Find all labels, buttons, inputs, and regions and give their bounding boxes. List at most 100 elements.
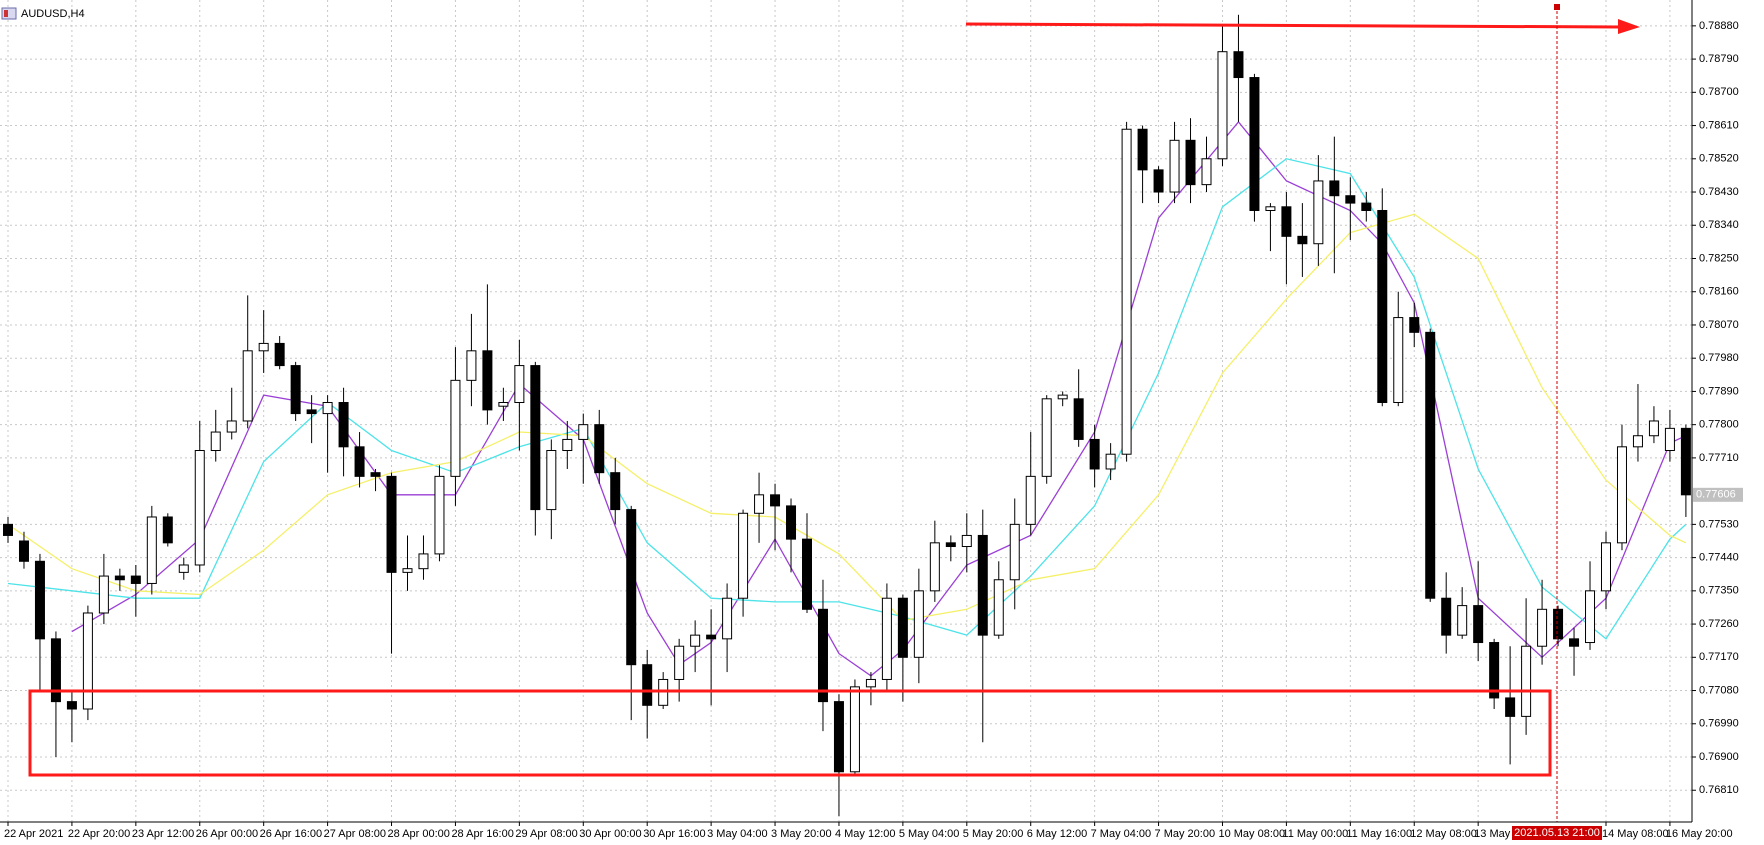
candle-body <box>290 365 301 415</box>
candle-body <box>722 597 733 640</box>
candle-body <box>1313 180 1324 245</box>
x-tick-label: 23 Apr 12:00 <box>132 828 194 840</box>
candle-body <box>386 475 397 573</box>
candle-body <box>1233 51 1244 79</box>
crosshair-label-box <box>1512 826 1602 840</box>
candle-body <box>881 597 892 680</box>
x-tick-label: 29 Apr 08:00 <box>515 828 577 840</box>
candle-body <box>1121 128 1132 455</box>
y-tick-label: 0.76810 <box>1699 784 1739 796</box>
candle-body <box>802 538 812 610</box>
candle-body <box>1185 139 1196 186</box>
x-tick-label: 3 May 04:00 <box>707 828 768 840</box>
x-tick-label: 7 May 20:00 <box>1155 828 1216 840</box>
candle-body <box>546 450 557 511</box>
candle-body <box>66 701 77 710</box>
candle-body <box>274 342 285 367</box>
candle-body <box>434 475 445 555</box>
x-tick-label: 26 Apr 16:00 <box>260 828 322 840</box>
candle-body <box>258 342 269 352</box>
candle-body <box>1009 523 1020 581</box>
x-tick-label: 5 May 04:00 <box>899 828 960 840</box>
candle-body <box>626 509 637 666</box>
x-tick-label: 16 May 20:00 <box>1666 828 1733 840</box>
candle-body <box>1537 608 1548 647</box>
x-tick-label: 28 Apr 00:00 <box>388 828 450 840</box>
candle-body <box>194 450 205 566</box>
candle-body <box>738 512 749 599</box>
candle-body <box>578 424 589 440</box>
y-tick-label: 0.77350 <box>1699 585 1739 597</box>
chart-title: AUDUSD,H4 <box>21 8 85 20</box>
y-tick-label: 0.77980 <box>1699 352 1739 364</box>
candle-body <box>1025 475 1036 525</box>
labels: 0.78880 0.78790 0.78700 0.78610 0.78520 0.784… <box>4 20 1743 840</box>
candle-body <box>1521 645 1532 717</box>
candle-body <box>1169 139 1180 193</box>
y-tick-label: 0.77710 <box>1699 452 1739 464</box>
candle-body <box>1281 206 1292 237</box>
candle-body <box>1393 317 1404 404</box>
candle-body <box>961 534 972 548</box>
candle-body <box>450 379 461 477</box>
moving-average-line <box>7 158 1687 640</box>
candle-body <box>242 350 253 422</box>
candle-body <box>1345 195 1356 204</box>
candle-body <box>1249 77 1260 211</box>
y-tick-label: 0.78700 <box>1699 86 1739 98</box>
y-tick-label: 0.77260 <box>1699 618 1739 630</box>
candle-body <box>370 472 381 477</box>
candle-body <box>114 575 125 581</box>
candle-body <box>1457 605 1468 636</box>
x-tick-label: 28 Apr 16:00 <box>451 828 513 840</box>
candles <box>3 14 1691 817</box>
candle-body <box>833 701 844 773</box>
x-tick-label: 13 May 0 <box>1474 828 1519 840</box>
candle-body <box>98 575 109 614</box>
candle-body <box>1297 235 1308 245</box>
candle-body <box>1680 427 1691 496</box>
candle-body <box>1505 697 1516 717</box>
candle-body <box>1089 438 1100 470</box>
x-tick-label: 22 Apr 2021 <box>4 828 63 840</box>
candle-body <box>1041 398 1052 477</box>
candle-body <box>1377 209 1388 404</box>
y-tick-label: 0.78160 <box>1699 286 1739 298</box>
candle-body <box>178 564 189 573</box>
candle-body <box>530 365 541 511</box>
y-tick-label: 0.77170 <box>1699 651 1739 663</box>
x-tick-label: 26 Apr 00:00 <box>196 828 258 840</box>
candle-body <box>562 438 573 452</box>
x-tick-label: 6 May 12:00 <box>1027 828 1088 840</box>
candle-body <box>1616 446 1627 544</box>
candle-body <box>977 534 988 636</box>
candle-body <box>1441 597 1452 636</box>
y-tick-label: 0.76990 <box>1699 718 1739 730</box>
x-tick-label: 3 May 20:00 <box>771 828 832 840</box>
candle-body <box>34 560 45 640</box>
candle-body <box>210 431 221 452</box>
x-tick-label: 22 Apr 20:00 <box>68 828 130 840</box>
symbol-icon <box>1 7 17 20</box>
candle-body <box>945 542 956 548</box>
last-price-label: 0.77606 <box>1696 489 1736 501</box>
candle-body <box>754 494 765 514</box>
candle-body <box>1473 605 1484 644</box>
candle-body <box>610 472 621 511</box>
x-tick-label: 10 May 08:00 <box>1218 828 1285 840</box>
candle-body <box>690 634 701 647</box>
candle-body <box>1553 608 1564 640</box>
candle-body <box>482 350 493 411</box>
x-tick-label: 4 May 12:00 <box>835 828 896 840</box>
candle-body <box>1217 51 1228 160</box>
support-box <box>28 689 1552 777</box>
candle-body <box>993 579 1004 636</box>
x-tick-label: 14 May 08:00 <box>1602 828 1669 840</box>
candle-body <box>1137 128 1148 171</box>
arrow-head <box>1618 19 1640 34</box>
candle-body <box>817 608 828 703</box>
candle-body <box>1057 394 1068 400</box>
